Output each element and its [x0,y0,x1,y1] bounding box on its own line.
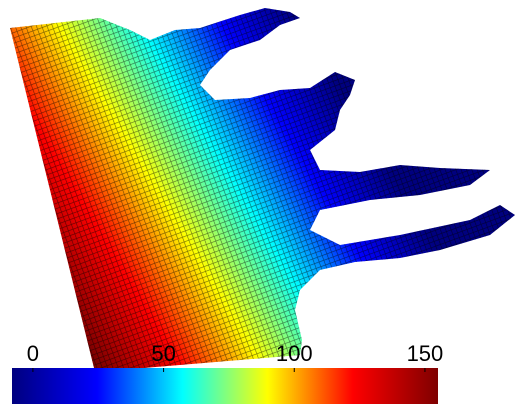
colorbar-gradient [12,368,438,404]
colorbar-tick-label: 100 [276,341,313,366]
page: 050100150 (() => { const data = JSON.par… [0,0,522,406]
model-domain [10,8,515,372]
domain-mesh [10,8,515,372]
figure: 0 50 100 150 [0,0,522,406]
colorbar-tick-label: 0 [27,341,39,366]
colorbar-tick-label: 50 [151,341,175,366]
colorbar-tick-label: 150 [407,341,444,366]
